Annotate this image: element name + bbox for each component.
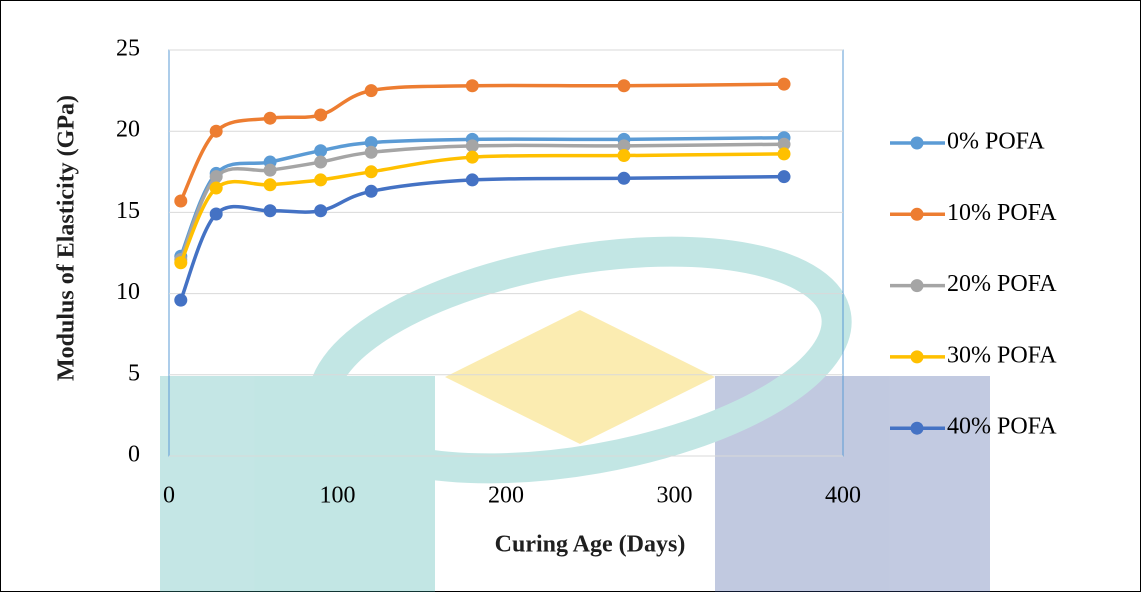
legend-marker [911,137,924,150]
data-point [778,78,791,91]
y-tick-label: 10 [116,279,140,305]
data-point [778,147,791,160]
y-tick-label: 20 [116,117,140,143]
data-point [365,146,378,159]
x-tick-label: 100 [320,483,356,509]
data-point [314,108,327,121]
data-point [264,204,277,217]
data-point [210,125,223,138]
data-point [314,156,327,169]
data-point [466,151,479,164]
data-point [314,173,327,186]
legend-marker [911,279,924,292]
legend-marker [911,208,924,221]
data-point [617,172,630,185]
y-tick-label: 5 [128,360,140,386]
legend-marker [911,422,924,435]
data-point [466,79,479,92]
legend-label: 40% POFA [947,414,1057,440]
legend-label: 10% POFA [947,200,1057,226]
legend-label: 30% POFA [947,342,1057,368]
data-point [365,84,378,97]
chart: Curing Age (Days) Modulus of Elasticity … [0,0,1141,592]
data-point [466,173,479,186]
data-point [365,165,378,178]
data-point [778,170,791,183]
data-point [466,139,479,152]
x-axis-title: Curing Age (Days) [495,532,686,558]
data-point [264,112,277,125]
data-point [174,294,187,307]
y-tick-label: 25 [116,36,140,62]
data-point [210,182,223,195]
data-point [617,149,630,162]
data-point [210,208,223,221]
data-point [210,170,223,183]
data-point [264,164,277,177]
data-point [365,185,378,198]
legend-label: 0% POFA [947,129,1045,155]
data-point [314,144,327,157]
data-point [174,256,187,269]
y-tick-label: 0 [128,442,140,468]
x-tick-label: 400 [825,483,861,509]
x-tick-label: 300 [657,483,693,509]
legend-marker [911,350,924,363]
data-point [174,195,187,208]
x-tick-label: 200 [488,483,524,509]
data-point [264,178,277,191]
data-point [617,79,630,92]
data-point [314,204,327,217]
y-tick-label: 15 [116,198,140,224]
x-tick-label: 0 [163,483,175,509]
y-axis-title: Modulus of Elasticity (GPa) [54,95,80,381]
legend-label: 20% POFA [947,271,1057,297]
